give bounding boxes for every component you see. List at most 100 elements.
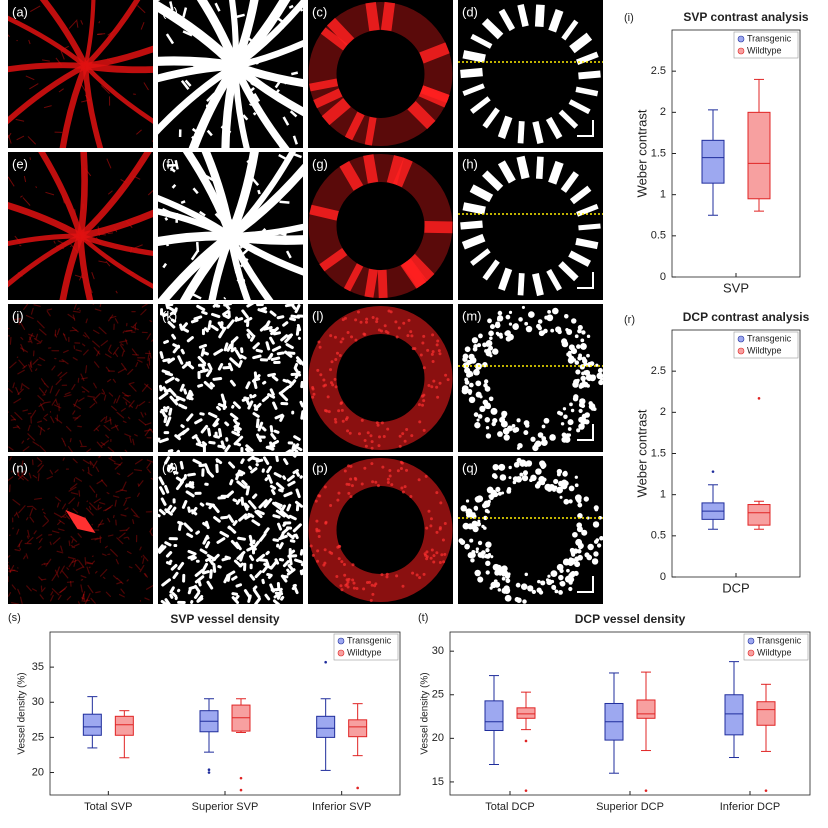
branch xyxy=(74,274,85,279)
texture xyxy=(14,411,23,421)
vessel xyxy=(8,202,83,239)
ring-speck xyxy=(355,587,359,591)
branch xyxy=(107,29,116,36)
texture xyxy=(270,432,277,440)
panel-content xyxy=(458,0,603,148)
texture xyxy=(42,511,46,515)
texture xyxy=(255,418,260,429)
texture xyxy=(81,377,88,380)
y-tick-label: 20 xyxy=(432,732,444,744)
texture xyxy=(294,533,299,540)
texture xyxy=(158,545,167,554)
texture xyxy=(144,429,152,432)
image-panel: (e) xyxy=(8,152,153,300)
branch xyxy=(57,240,67,246)
texture xyxy=(9,456,12,461)
ring-blob xyxy=(462,522,470,530)
ring-blob xyxy=(586,554,593,561)
ring-segment xyxy=(561,19,579,41)
texture xyxy=(103,424,111,432)
texture xyxy=(219,530,230,538)
ring-blob xyxy=(576,344,581,349)
ring-segment xyxy=(575,86,599,97)
ring-speck xyxy=(363,466,367,470)
ring-blob xyxy=(503,566,507,571)
ring-blob xyxy=(497,570,503,576)
texture xyxy=(228,461,236,469)
ring-segment xyxy=(460,220,483,230)
scale-bar xyxy=(577,272,594,289)
texture xyxy=(232,520,238,526)
texture xyxy=(140,309,147,316)
branch xyxy=(80,19,84,25)
texture xyxy=(231,596,240,604)
texture xyxy=(84,598,88,604)
texture xyxy=(73,398,79,407)
texture xyxy=(169,586,175,594)
ring xyxy=(308,458,453,602)
texture xyxy=(229,357,240,367)
texture xyxy=(264,558,270,566)
texture xyxy=(279,504,286,514)
x-tick-label: Total SVP xyxy=(84,801,132,813)
texture xyxy=(226,490,234,498)
box xyxy=(636,699,656,719)
texture xyxy=(229,412,239,421)
ring-blob xyxy=(477,414,483,419)
texture xyxy=(245,381,251,390)
image-panel: (k) xyxy=(158,304,303,452)
ring-speck xyxy=(442,560,446,564)
texture xyxy=(165,561,172,566)
texture xyxy=(116,472,121,475)
ring-speck xyxy=(380,421,384,425)
branch xyxy=(208,188,213,199)
ring-speck xyxy=(398,434,402,438)
texture xyxy=(75,566,84,571)
texture xyxy=(282,560,290,568)
ring-speck xyxy=(319,373,323,377)
ring-speck xyxy=(371,592,375,596)
texture xyxy=(128,381,135,385)
texture xyxy=(272,331,282,336)
ring-blob xyxy=(483,515,488,521)
texture xyxy=(231,592,239,596)
branch xyxy=(291,71,299,76)
ring-segment xyxy=(569,32,593,54)
texture xyxy=(269,336,275,345)
texture xyxy=(39,328,47,336)
branch xyxy=(60,50,65,60)
texture xyxy=(100,340,109,347)
ring-blob xyxy=(490,555,494,559)
texture xyxy=(105,504,113,512)
texture xyxy=(86,566,90,575)
texture xyxy=(98,523,105,526)
outlier xyxy=(207,768,211,772)
texture xyxy=(57,520,62,526)
ring-blob xyxy=(578,408,583,413)
ring-speck xyxy=(422,428,426,432)
legend-marker xyxy=(737,335,745,343)
ring-speck xyxy=(410,334,414,338)
texture xyxy=(18,505,26,514)
texture xyxy=(226,570,236,578)
ring-speck xyxy=(315,527,319,531)
texture xyxy=(137,480,144,487)
texture xyxy=(120,588,125,594)
branch xyxy=(165,33,175,45)
texture xyxy=(254,570,263,579)
texture xyxy=(146,459,153,463)
ring-speck xyxy=(347,491,351,495)
vessel xyxy=(83,0,96,67)
texture xyxy=(218,332,223,339)
vessel xyxy=(234,39,303,70)
ring-speck xyxy=(446,378,450,382)
texture xyxy=(132,353,139,356)
branch xyxy=(88,283,93,293)
texture xyxy=(50,591,54,596)
texture xyxy=(272,538,280,542)
texture xyxy=(119,344,126,352)
ring-blob xyxy=(577,325,583,331)
ring-speck xyxy=(329,504,333,508)
branch xyxy=(206,129,213,137)
ring-blob xyxy=(504,331,510,336)
